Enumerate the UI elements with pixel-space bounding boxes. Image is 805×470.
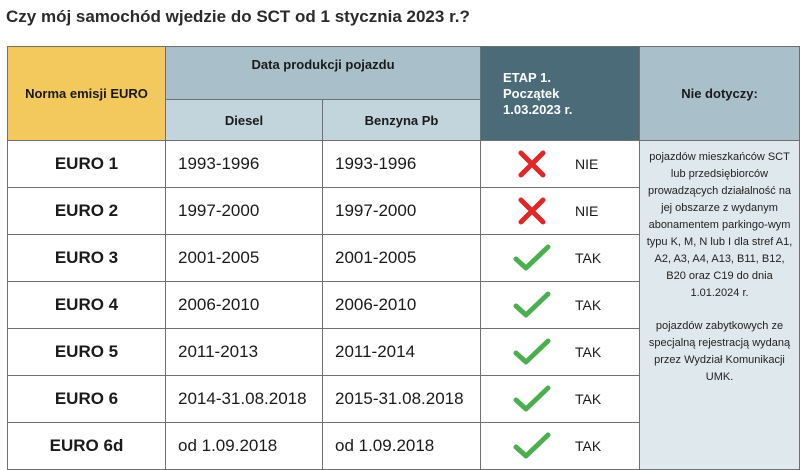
diesel-cell: 2001-2005 — [165, 234, 323, 282]
nie-dotyczy-paragraph: pojazdów mieszkańców SCT lub przedsiębio… — [646, 151, 793, 299]
cross-icon — [518, 150, 546, 178]
status-label: TAK — [575, 344, 602, 360]
benzyna-cell: od 1.09.2018 — [321, 422, 482, 470]
diesel-cell: od 1.09.2018 — [165, 422, 323, 470]
diesel-cell: 2014-31.08.2018 — [165, 375, 323, 423]
diesel-cell: 2011-2013 — [165, 328, 323, 376]
table-row: EURO 2 1997-2000 1997-2000 NIE — [7, 187, 800, 235]
etap-subtitle-2: 1.03.2023 r. — [503, 101, 573, 117]
check-icon — [513, 432, 551, 459]
header-diesel: Diesel — [165, 99, 323, 141]
status-label: NIE — [575, 203, 599, 219]
norma-cell: EURO 4 — [7, 281, 166, 329]
status-label: NIE — [575, 156, 599, 172]
status-label: TAK — [575, 297, 602, 313]
check-icon — [513, 244, 551, 271]
nie-dotyczy-paragraph: pojazdów zabytkowych ze specjalną rejest… — [648, 320, 791, 383]
benzyna-cell: 2006-2010 — [321, 281, 482, 329]
table-row: EURO 6d od 1.09.2018 od 1.09.2018 TAK — [7, 422, 800, 470]
diesel-cell: 1993-1996 — [165, 140, 323, 188]
norma-cell: EURO 2 — [7, 187, 166, 235]
status-cell: TAK — [480, 281, 641, 329]
diesel-cell: 1997-2000 — [165, 187, 323, 235]
benzyna-cell: 1997-2000 — [321, 187, 482, 235]
cross-icon — [518, 197, 546, 225]
status-label: TAK — [575, 391, 602, 407]
header-data-produkcji: Data produkcji pojazdu — [164, 46, 482, 100]
norma-cell: EURO 3 — [7, 234, 166, 282]
check-icon — [513, 338, 551, 365]
header-etap: ETAP 1. Początek 1.03.2023 r. — [480, 46, 641, 141]
norma-cell: EURO 5 — [7, 328, 166, 376]
benzyna-cell: 2015-31.08.2018 — [321, 375, 482, 423]
norma-cell: EURO 6 — [7, 375, 166, 423]
etap-subtitle-1: Początek — [503, 85, 560, 101]
header-norma: Norma emisji EURO — [7, 46, 166, 141]
status-cell: TAK — [480, 234, 641, 282]
table-row: EURO 4 2006-2010 2006-2010 TAK — [7, 281, 800, 329]
norma-cell: EURO 6d — [7, 422, 166, 470]
etap-title: ETAP 1. — [503, 69, 551, 85]
benzyna-cell: 2011-2014 — [321, 328, 482, 376]
status-cell: TAK — [480, 375, 641, 423]
diesel-cell: 2006-2010 — [165, 281, 323, 329]
status-cell: TAK — [480, 328, 641, 376]
sct-table: Norma emisji EURO Data produkcji pojazdu… — [7, 46, 801, 470]
status-label: TAK — [575, 250, 602, 266]
check-icon — [513, 291, 551, 318]
page-title: Czy mój samochód wjedzie do SCT od 1 sty… — [6, 7, 470, 26]
status-cell: NIE — [480, 187, 641, 235]
nie-dotyczy-body: pojazdów mieszkańców SCT lub przedsiębio… — [639, 140, 801, 470]
benzyna-cell: 2001-2005 — [321, 234, 482, 282]
status-cell: NIE — [480, 140, 641, 188]
benzyna-cell: 1993-1996 — [321, 140, 482, 188]
header-benzyna: Benzyna Pb — [321, 99, 482, 141]
table-row: EURO 1 1993-1996 1993-1996 NIE pojazdów … — [7, 140, 801, 470]
status-label: TAK — [575, 438, 602, 454]
check-icon — [513, 385, 551, 412]
status-cell: TAK — [480, 422, 641, 470]
header-nie-dotyczy: Nie dotyczy: — [639, 46, 801, 141]
table-row: EURO 6 2014-31.08.2018 2015-31.08.2018 T… — [7, 375, 800, 423]
norma-cell: EURO 1 — [7, 140, 166, 188]
